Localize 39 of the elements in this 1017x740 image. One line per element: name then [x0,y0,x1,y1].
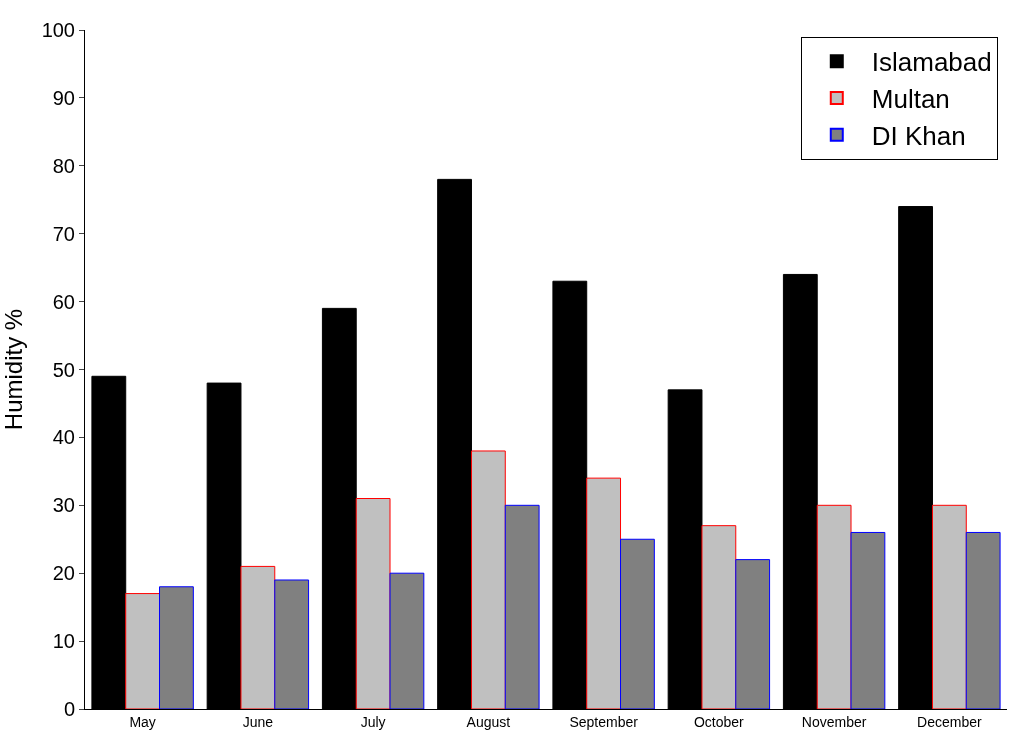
y-tick-label: 40 [52,426,75,449]
x-tick-label: July [360,713,386,730]
bar [850,531,886,709]
y-tick-label: 0 [63,698,75,720]
bar [735,559,771,709]
y-tick-label: 100 [41,19,75,41]
legend-label: DI Khan [871,120,966,151]
y-tick-label: 90 [52,86,75,109]
legend-label: Multan [871,84,950,115]
x-tick-label: September [569,713,639,730]
bar [389,572,425,709]
y-tick-label: 70 [52,222,75,245]
y-tick-label: 80 [52,154,75,177]
bar [586,477,622,709]
bar [125,593,161,709]
bar [240,565,276,709]
x-tick-label: December [917,713,982,730]
bar [274,579,310,709]
bar [355,498,391,709]
legend-label: Islamabad [871,47,992,78]
bar [620,538,655,709]
bar [965,531,1001,709]
y-tick-label: 50 [52,358,75,381]
x-tick-label: October [693,713,745,730]
bar [931,504,967,709]
y-tick-label: 30 [52,494,75,517]
bar [470,450,506,709]
bar [701,525,737,709]
y-tick-label: 10 [52,630,75,653]
y-axis-title: Humidity % [0,308,27,431]
x-tick-label: November [801,713,867,730]
y-tick-label: 20 [52,562,75,585]
x-tick-label: May [129,713,156,730]
bar [504,504,540,709]
y-tick-label: 60 [52,290,75,313]
bar [159,586,194,709]
x-tick-label: August [466,713,511,730]
x-tick-label: June [242,713,274,730]
bar [816,504,852,709]
